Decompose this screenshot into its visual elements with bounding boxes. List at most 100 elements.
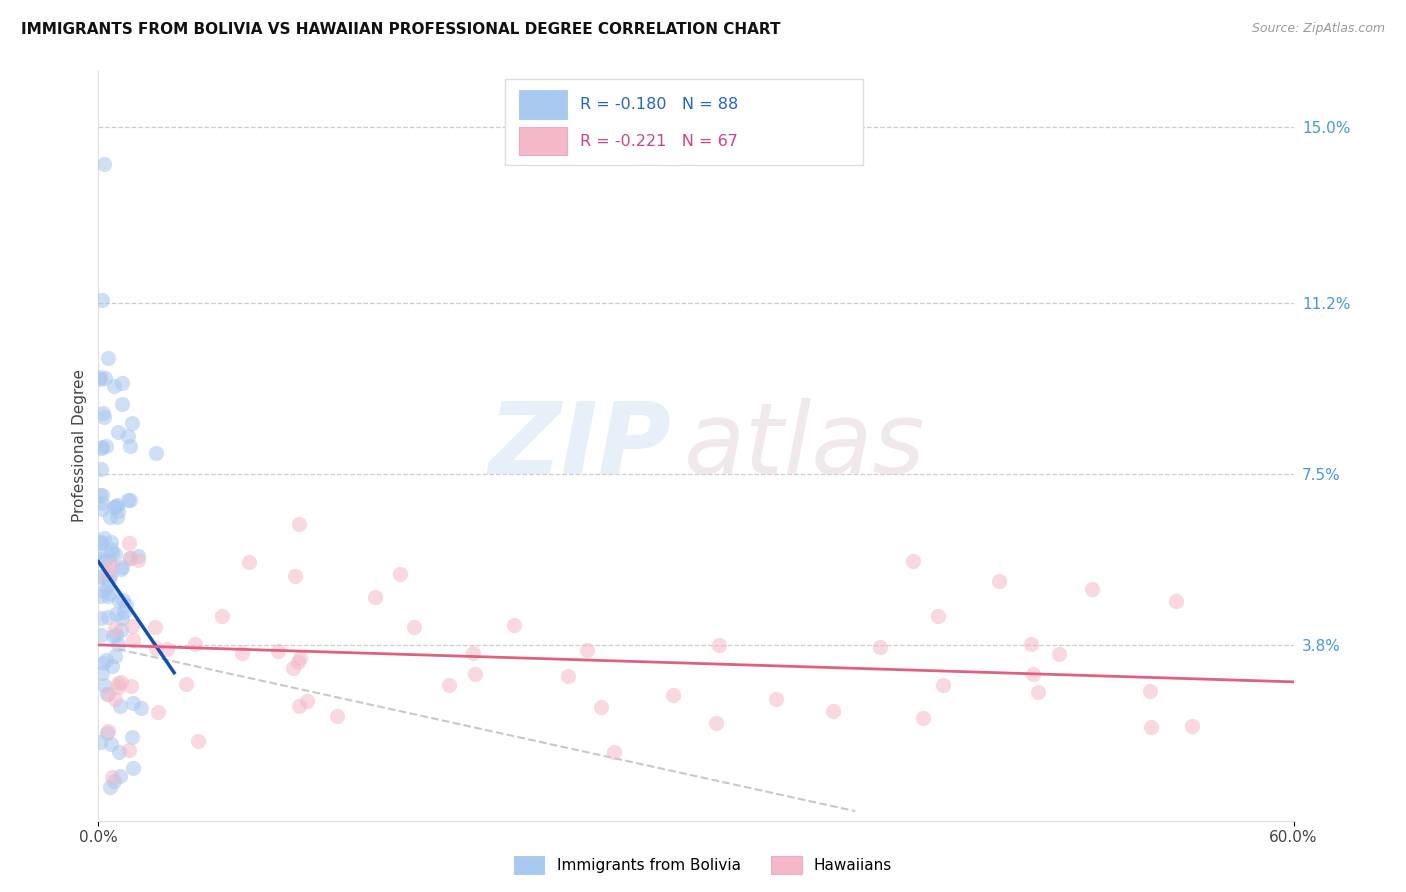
Point <box>98 554 121 568</box>
Point <box>96 687 118 701</box>
Point <box>110 769 132 783</box>
Point <box>89 372 111 386</box>
Point <box>174 677 197 691</box>
Point <box>121 633 143 648</box>
Point <box>104 691 127 706</box>
Point <box>93 532 115 546</box>
Point <box>121 761 143 775</box>
Point <box>97 351 120 365</box>
Point <box>987 574 1010 589</box>
Point <box>1181 719 1204 733</box>
Text: R = -0.180   N = 88: R = -0.180 N = 88 <box>581 97 738 112</box>
Point <box>89 544 111 558</box>
Point <box>404 620 426 634</box>
Point <box>117 493 139 508</box>
Y-axis label: Professional Degree: Professional Degree <box>72 369 87 523</box>
Point <box>89 488 111 502</box>
Legend: Immigrants from Bolivia, Hawaiians: Immigrants from Bolivia, Hawaiians <box>508 850 898 880</box>
Point <box>93 409 115 424</box>
Point <box>110 559 132 574</box>
Point <box>107 637 129 651</box>
Point <box>118 743 141 757</box>
Point <box>98 780 121 794</box>
Point <box>707 638 730 652</box>
Point <box>111 376 134 391</box>
Point <box>108 698 131 713</box>
Point <box>103 774 125 789</box>
Point <box>120 679 142 693</box>
Point <box>97 610 120 624</box>
Point <box>284 569 307 583</box>
Point <box>90 293 112 307</box>
Point <box>110 674 132 689</box>
Point <box>110 610 132 624</box>
Point <box>97 724 120 739</box>
Point <box>110 562 132 576</box>
Point <box>295 694 318 708</box>
Point <box>575 643 598 657</box>
Point <box>90 534 112 549</box>
Point <box>104 648 127 663</box>
Point <box>143 620 166 634</box>
Point <box>101 770 124 784</box>
Text: R = -0.221   N = 67: R = -0.221 N = 67 <box>581 134 738 149</box>
Point <box>107 680 129 694</box>
Point <box>288 651 311 665</box>
Point <box>927 608 949 623</box>
Point <box>94 553 117 567</box>
Point <box>129 701 152 715</box>
Point <box>100 558 122 572</box>
Point <box>1047 647 1070 661</box>
Point <box>105 607 128 622</box>
Point <box>90 488 112 502</box>
Point <box>118 438 141 452</box>
Point <box>107 425 129 440</box>
Point <box>117 428 139 442</box>
Point <box>187 734 209 748</box>
Point <box>96 726 118 740</box>
Point <box>911 711 934 725</box>
Point <box>121 618 143 632</box>
Point <box>98 586 121 600</box>
Point <box>108 745 131 759</box>
Text: IMMIGRANTS FROM BOLIVIA VS HAWAIIAN PROFESSIONAL DEGREE CORRELATION CHART: IMMIGRANTS FROM BOLIVIA VS HAWAIIAN PROF… <box>21 22 780 37</box>
Point <box>104 499 127 513</box>
Point <box>100 659 122 673</box>
Point <box>288 516 311 531</box>
Point <box>231 647 253 661</box>
Point <box>103 500 125 515</box>
Point <box>932 678 955 692</box>
Point <box>107 504 129 518</box>
Point <box>704 715 727 730</box>
Point <box>100 509 122 524</box>
Bar <box>519 90 567 119</box>
Point <box>93 678 115 692</box>
Point <box>823 704 845 718</box>
Point <box>603 745 626 759</box>
Point <box>100 542 122 557</box>
Point <box>101 629 124 643</box>
Point <box>238 555 260 569</box>
Point <box>97 566 120 581</box>
Point <box>100 534 122 549</box>
Point <box>118 550 141 565</box>
Point <box>93 157 115 171</box>
Point <box>89 570 111 584</box>
Point <box>93 584 115 599</box>
Point <box>112 606 135 620</box>
Point <box>287 698 309 713</box>
Point <box>148 706 170 720</box>
Point <box>118 536 141 550</box>
FancyBboxPatch shape <box>505 78 863 165</box>
Point <box>90 628 112 642</box>
Point <box>104 547 127 561</box>
Point <box>364 590 387 604</box>
Point <box>97 687 120 701</box>
Point <box>901 553 924 567</box>
Point <box>103 379 125 393</box>
Point <box>107 676 129 690</box>
Point <box>1164 593 1187 607</box>
Text: Source: ZipAtlas.com: Source: ZipAtlas.com <box>1251 22 1385 36</box>
Point <box>502 618 524 632</box>
Point <box>281 661 304 675</box>
